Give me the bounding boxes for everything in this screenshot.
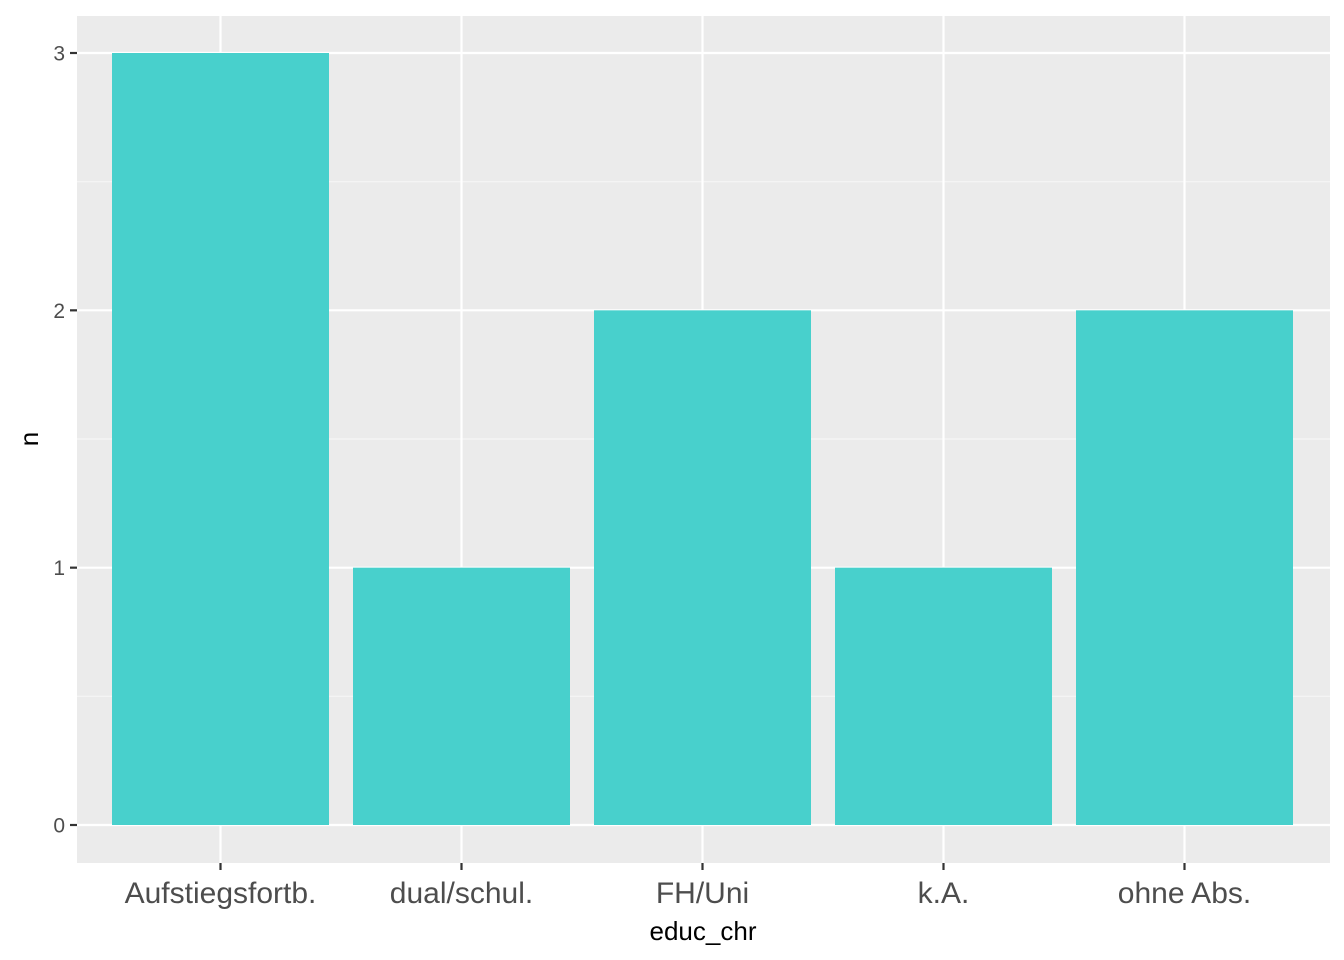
y-axis: 0 1 2 3 [53,43,77,838]
bar-dual-schul [353,567,570,825]
x-axis-title: educ_chr [650,916,757,946]
x-axis: Aufstiegsfortb. dual/schul. FH/Uni k.A. ohne… [125,863,1251,910]
x-tick-label: ohne Abs. [1118,877,1251,910]
x-tick-label: FH/Uni [656,877,749,910]
bar-aufstiegsfortb [112,53,329,825]
bar-k-a [835,567,1052,825]
bar-ohne-abs [1076,310,1293,825]
y-axis-title: n [14,432,44,446]
x-tick-label: dual/schul. [390,877,533,910]
y-tick-label: 0 [53,815,65,838]
bars [112,53,1293,825]
y-tick-label: 1 [53,557,65,580]
y-tick-label: 2 [53,300,65,323]
y-tick-label: 3 [53,43,65,66]
x-tick-label: Aufstiegsfortb. [125,877,317,910]
x-tick-label: k.A. [918,877,970,910]
bar-fh-uni [594,310,811,825]
